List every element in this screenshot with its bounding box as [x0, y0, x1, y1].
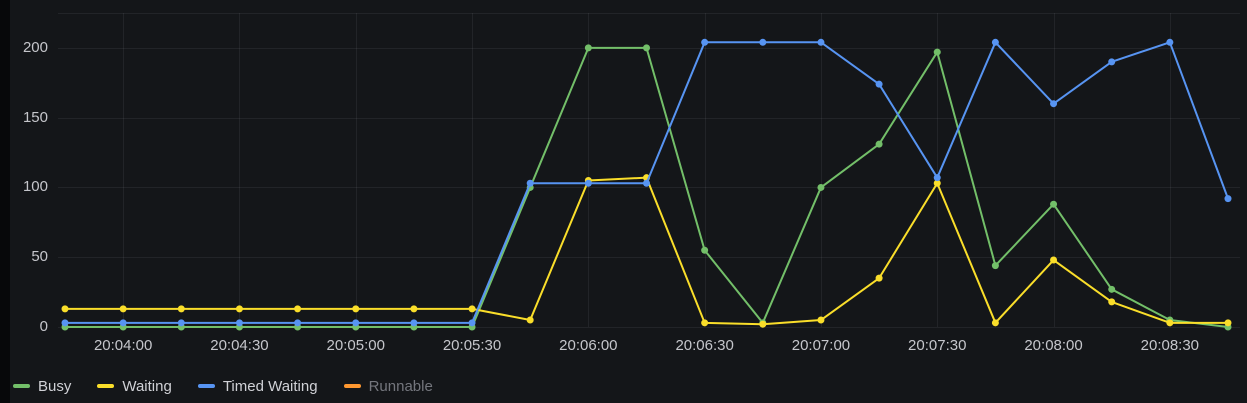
data-point [1224, 195, 1232, 203]
data-point [701, 319, 709, 327]
data-point [410, 319, 418, 327]
data-point [177, 319, 185, 327]
legend-label: Waiting [122, 377, 172, 395]
series-waiting [61, 174, 1232, 328]
x-tick-label: 20:04:00 [93, 337, 153, 354]
x-tick-label: 20:05:00 [326, 337, 385, 354]
data-point [875, 80, 883, 88]
x-tick-label: 20:08:30 [1140, 337, 1200, 354]
data-point [643, 179, 650, 187]
data-point [61, 305, 69, 313]
data-point [1108, 298, 1116, 306]
y-tick-label: 100 [22, 178, 48, 196]
data-point [352, 305, 360, 313]
data-point [235, 319, 243, 327]
y-tick-label: 50 [31, 248, 48, 266]
series-timed-waiting [61, 38, 1232, 327]
data-point [177, 305, 185, 313]
data-point [1108, 285, 1116, 293]
data-point [584, 179, 592, 187]
x-tick-label: 20:07:30 [908, 337, 967, 354]
data-point [1224, 319, 1232, 327]
legend-label: Busy [38, 377, 72, 395]
data-point [526, 316, 534, 324]
legend-item-runnable[interactable]: Runnable [343, 377, 433, 395]
data-point [235, 305, 243, 313]
x-tick-label: 20:08:00 [1024, 337, 1083, 354]
legend-swatch-timed-waiting [197, 384, 215, 388]
data-point [817, 316, 825, 324]
data-point [759, 320, 767, 328]
dashboard-edge [0, 0, 10, 403]
data-point [584, 44, 592, 52]
legend-swatch-busy [13, 384, 30, 388]
data-point [1108, 58, 1116, 66]
data-point [410, 305, 418, 313]
data-point [701, 38, 709, 46]
data-point [119, 305, 127, 313]
y-tick-label: 0 [39, 318, 48, 335]
x-tick-label: 20:07:00 [791, 337, 851, 354]
legend: Busy Waiting Timed Waiting Runnable [13, 374, 433, 398]
data-point [468, 319, 476, 327]
data-point [991, 38, 999, 46]
data-point [61, 319, 69, 327]
data-point [933, 48, 941, 56]
data-point [1166, 319, 1174, 327]
data-point [933, 179, 941, 187]
data-point [991, 262, 999, 270]
x-tick-label: 20:06:30 [675, 337, 734, 354]
data-point [1050, 256, 1058, 264]
data-point [817, 183, 825, 191]
legend-item-busy[interactable]: Busy [13, 378, 71, 395]
data-point [875, 274, 883, 282]
data-point [875, 140, 883, 148]
legend-label: Timed Waiting [222, 377, 318, 395]
y-tick-label: 200 [22, 38, 48, 56]
data-point [643, 44, 650, 52]
data-point [1166, 38, 1174, 46]
legend-swatch-runnable [343, 384, 361, 388]
x-tick-label: 20:04:30 [210, 337, 269, 354]
data-point [352, 319, 360, 327]
x-tick-label: 20:06:00 [559, 337, 618, 354]
data-point [1050, 100, 1058, 108]
y-tick-label: 150 [22, 108, 48, 126]
data-point [526, 179, 534, 187]
data-point [933, 174, 941, 182]
legend-label: Runnable [368, 377, 433, 395]
data-point [119, 319, 127, 327]
data-point [294, 319, 302, 327]
data-point [759, 38, 767, 46]
data-point [294, 305, 302, 313]
x-tick-label: 20:05:30 [442, 337, 502, 354]
data-point [701, 246, 709, 254]
legend-item-waiting[interactable]: Waiting [97, 377, 172, 395]
data-point [1050, 200, 1058, 208]
data-point [817, 38, 825, 46]
data-point [991, 319, 999, 327]
legend-item-timed-waiting[interactable]: Timed Waiting [197, 377, 318, 395]
legend-swatch-waiting [97, 384, 115, 388]
data-point [468, 305, 476, 313]
